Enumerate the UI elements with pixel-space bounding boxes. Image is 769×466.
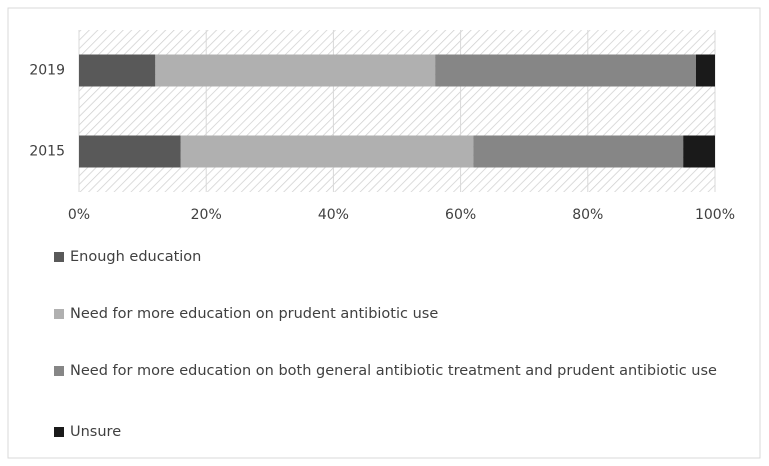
y-tick-label: 2015 (29, 144, 65, 160)
x-tick-label: 80% (572, 207, 603, 223)
bar-segment (180, 135, 474, 168)
bar-segment (473, 135, 684, 168)
y-tick-label: 2019 (29, 63, 65, 79)
bar-segment (695, 54, 715, 87)
bar-segment (79, 135, 181, 168)
legend-label: Enough education (70, 249, 202, 265)
legend-swatch (54, 252, 64, 262)
legend-item: Unsure (54, 423, 734, 442)
legend-swatch (54, 427, 64, 437)
x-tick-label: 100% (695, 207, 735, 223)
legend-item: Enough education (54, 248, 734, 267)
bar-segment (79, 54, 156, 87)
legend-label: Need for more education on both general … (70, 363, 717, 379)
bar-segment (683, 135, 715, 168)
legend-swatch (54, 309, 64, 319)
chart-border (7, 7, 761, 459)
plot-area (79, 30, 715, 192)
legend-item: Need for more education on prudent antib… (54, 305, 734, 324)
x-tick-label: 20% (191, 207, 222, 223)
legend-swatch (54, 366, 64, 376)
bar-segment (435, 54, 696, 87)
legend-label: Need for more education on prudent antib… (70, 306, 439, 322)
x-tick-label: 40% (318, 207, 349, 223)
x-tick-label: 60% (445, 207, 476, 223)
bar-segment (155, 54, 436, 87)
legend-label: Unsure (70, 424, 122, 440)
legend-item: Need for more education on both general … (54, 362, 734, 381)
x-tick-label: 0% (68, 207, 90, 223)
